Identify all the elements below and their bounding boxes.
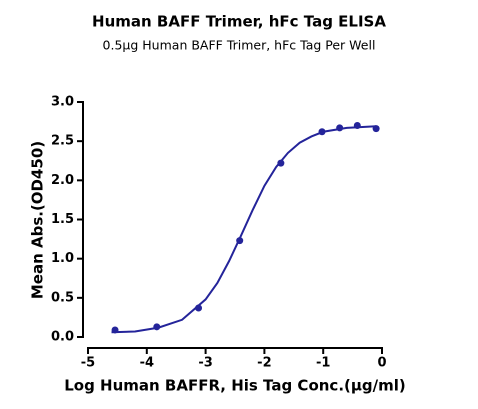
y-tick-label: 0.0 <box>51 330 74 345</box>
y-tick-label: 1.0 <box>51 251 74 266</box>
y-axis-label: Mean Abs.(OD450) <box>29 141 47 299</box>
x-tick-label: -3 <box>198 356 212 371</box>
x-tick-label: -1 <box>316 356 330 371</box>
y-tick-label: 0.5 <box>51 290 74 305</box>
y-tick-label: 3.0 <box>51 95 74 110</box>
y-tick-label: 2.0 <box>51 173 74 188</box>
chart-title: Human BAFF Trimer, hFc Tag ELISA <box>92 13 386 31</box>
data-point <box>336 124 344 132</box>
x-axis-label: Log Human BAFFR, His Tag Conc.(μg/ml) <box>64 377 406 395</box>
x-tick-label: -2 <box>257 356 271 371</box>
chart-subtitle: 0.5μg Human BAFF Trimer, hFc Tag Per Wel… <box>103 38 376 53</box>
x-tick-label: -5 <box>81 356 95 371</box>
data-point <box>236 237 244 245</box>
data-point <box>277 159 285 167</box>
x-tick-label: 0 <box>377 356 386 371</box>
fit-curve <box>111 125 377 334</box>
data-point <box>153 323 161 331</box>
y-tick-label: 1.5 <box>51 212 74 227</box>
x-tick-label: -4 <box>140 356 154 371</box>
data-point <box>372 125 380 133</box>
data-point <box>353 122 361 129</box>
data-point <box>318 128 326 136</box>
data-point <box>195 304 203 312</box>
y-tick-label: 2.5 <box>51 134 74 149</box>
data-point <box>111 326 119 334</box>
